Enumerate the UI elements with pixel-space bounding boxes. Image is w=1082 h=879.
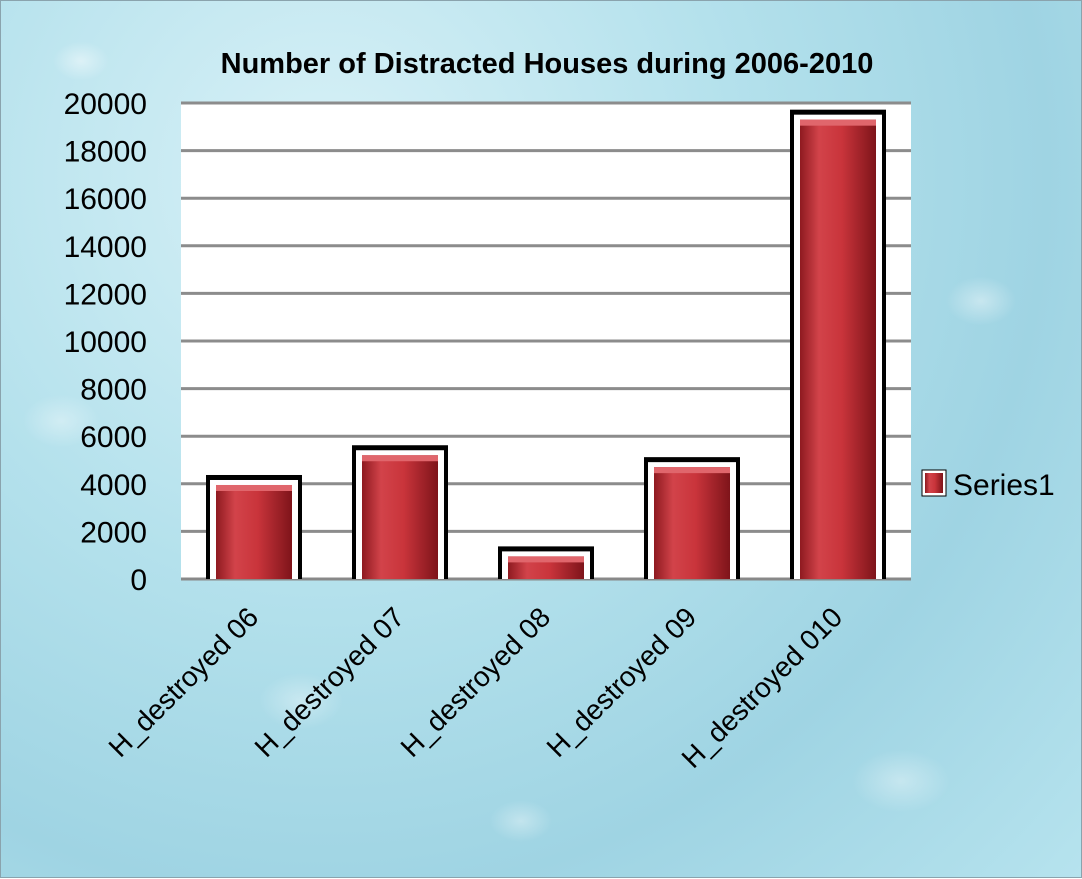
y-tick-label: 4000 bbox=[80, 469, 147, 502]
legend-swatch bbox=[925, 473, 943, 493]
y-tick-label: 14000 bbox=[64, 231, 147, 264]
bar-fill bbox=[800, 119, 876, 579]
bar bbox=[790, 109, 886, 579]
bar-highlight bbox=[654, 467, 730, 474]
bar bbox=[352, 445, 448, 579]
y-tick-label: 20000 bbox=[64, 88, 147, 121]
y-tick-label: 10000 bbox=[64, 326, 147, 359]
y-tick-label: 6000 bbox=[80, 421, 147, 454]
bar-fill bbox=[362, 455, 438, 579]
x-tick-label: H_destroyed 06 bbox=[103, 601, 265, 763]
bar-fill bbox=[654, 467, 730, 579]
x-tick-label: H_destroyed 010 bbox=[676, 601, 849, 774]
bar-highlight bbox=[800, 119, 876, 126]
bar-highlight bbox=[362, 455, 438, 462]
y-tick-label: 16000 bbox=[64, 183, 147, 216]
y-tick-label: 0 bbox=[130, 564, 147, 597]
legend-label: Series1 bbox=[953, 469, 1055, 502]
legend: Series1 bbox=[921, 469, 1055, 502]
y-tick-label: 8000 bbox=[80, 374, 147, 407]
y-tick-label: 2000 bbox=[80, 516, 147, 549]
bar bbox=[498, 546, 594, 579]
chart-title: Number of Distracted Houses during 2006-… bbox=[221, 48, 874, 80]
bar bbox=[206, 474, 302, 579]
x-tick-label: H_destroyed 08 bbox=[395, 601, 557, 763]
bar-highlight bbox=[508, 556, 584, 563]
y-tick-label: 12000 bbox=[64, 278, 147, 311]
bar-highlight bbox=[216, 484, 292, 491]
x-tick-label: H_destroyed 09 bbox=[541, 601, 703, 763]
bar-fill bbox=[216, 484, 292, 579]
x-tick-label: H_destroyed 07 bbox=[249, 601, 411, 763]
bar bbox=[644, 457, 740, 579]
y-tick-label: 18000 bbox=[64, 136, 147, 169]
